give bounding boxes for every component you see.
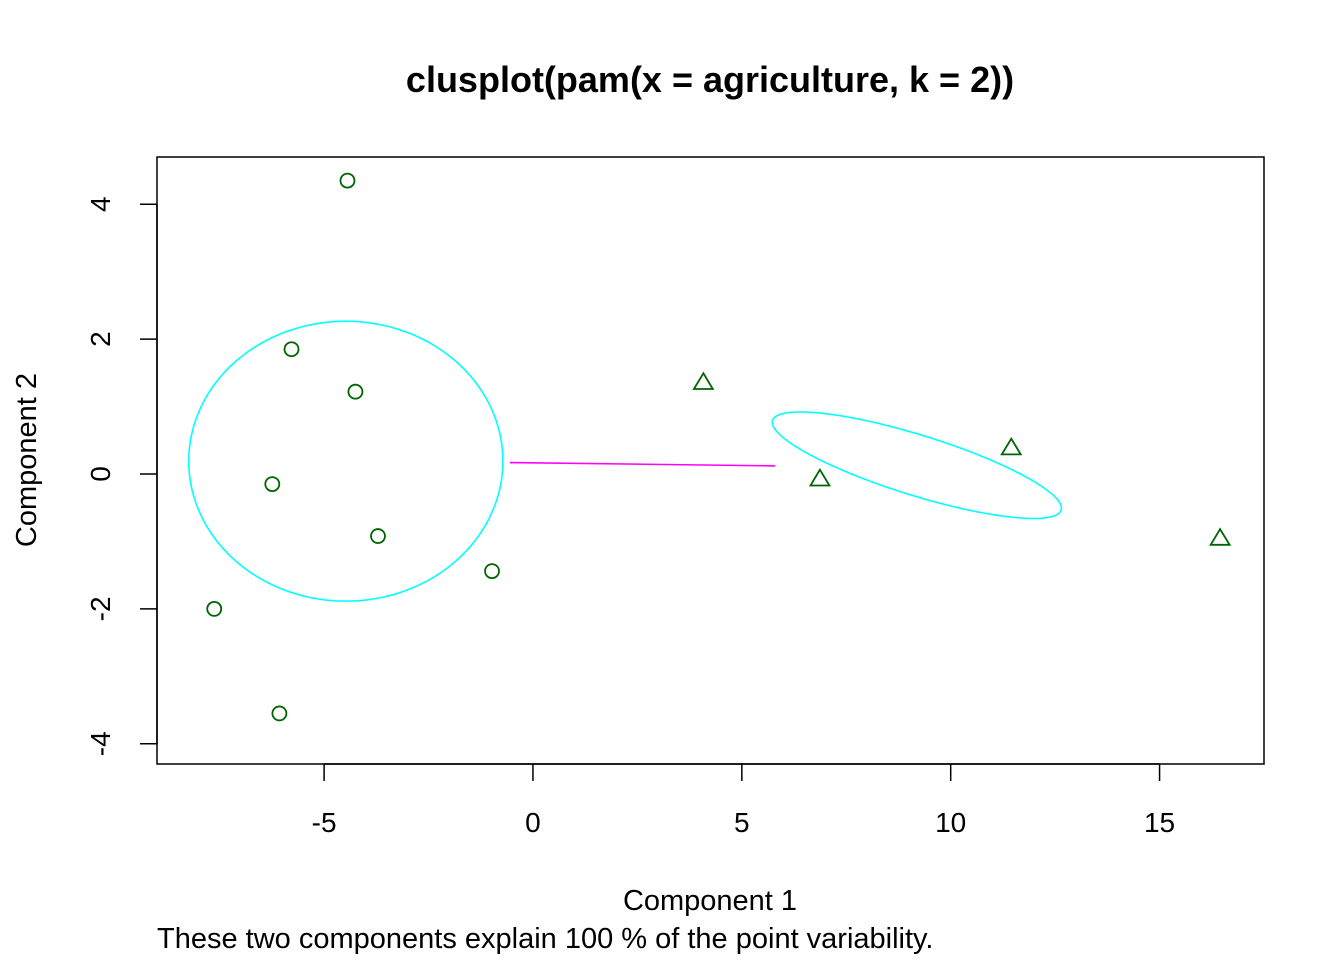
cluster-1-point xyxy=(339,172,356,189)
x-tick-label: 0 xyxy=(525,807,541,838)
cluster-1-point xyxy=(271,705,288,722)
cluster-1-point xyxy=(264,476,281,493)
y-tick-label: -2 xyxy=(85,596,116,621)
y-axis: -4 -2 0 2 4 xyxy=(85,196,158,756)
y-tick-label: 4 xyxy=(85,196,116,212)
y-tick-label: 2 xyxy=(85,331,116,347)
cluster-2-point xyxy=(1000,436,1023,456)
cluster-2-point xyxy=(808,467,831,487)
cluster-2-point xyxy=(692,371,715,390)
x-axis-label: Component 1 xyxy=(623,885,797,917)
x-tick-label: 5 xyxy=(734,807,750,838)
y-tick-label: -4 xyxy=(85,731,116,756)
cluster-connector-line xyxy=(509,461,776,467)
cluster-1-point xyxy=(206,600,223,617)
plot-frame xyxy=(156,156,1265,765)
cluster-1-point xyxy=(370,528,386,544)
cluster-2-point xyxy=(1209,527,1232,546)
chart-title: clusplot(pam(x = agriculture, k = 2)) xyxy=(406,59,1014,100)
cluster-ellipse-2 xyxy=(771,411,1063,520)
x-tick-label: 10 xyxy=(935,807,966,838)
x-axis: -5 0 5 10 15 xyxy=(312,763,1175,838)
x-tick-label: -5 xyxy=(312,807,337,838)
x-tick-label: 15 xyxy=(1144,807,1175,838)
cluster-1-point xyxy=(484,563,500,580)
cluster-ellipse-1 xyxy=(187,320,504,602)
y-tick-label: 0 xyxy=(85,466,116,482)
cluster-1-point xyxy=(347,383,364,400)
variability-note: These two components explain 100 % of th… xyxy=(157,923,933,955)
cluster-1-point xyxy=(283,341,300,358)
y-axis-label: Component 2 xyxy=(11,373,43,547)
